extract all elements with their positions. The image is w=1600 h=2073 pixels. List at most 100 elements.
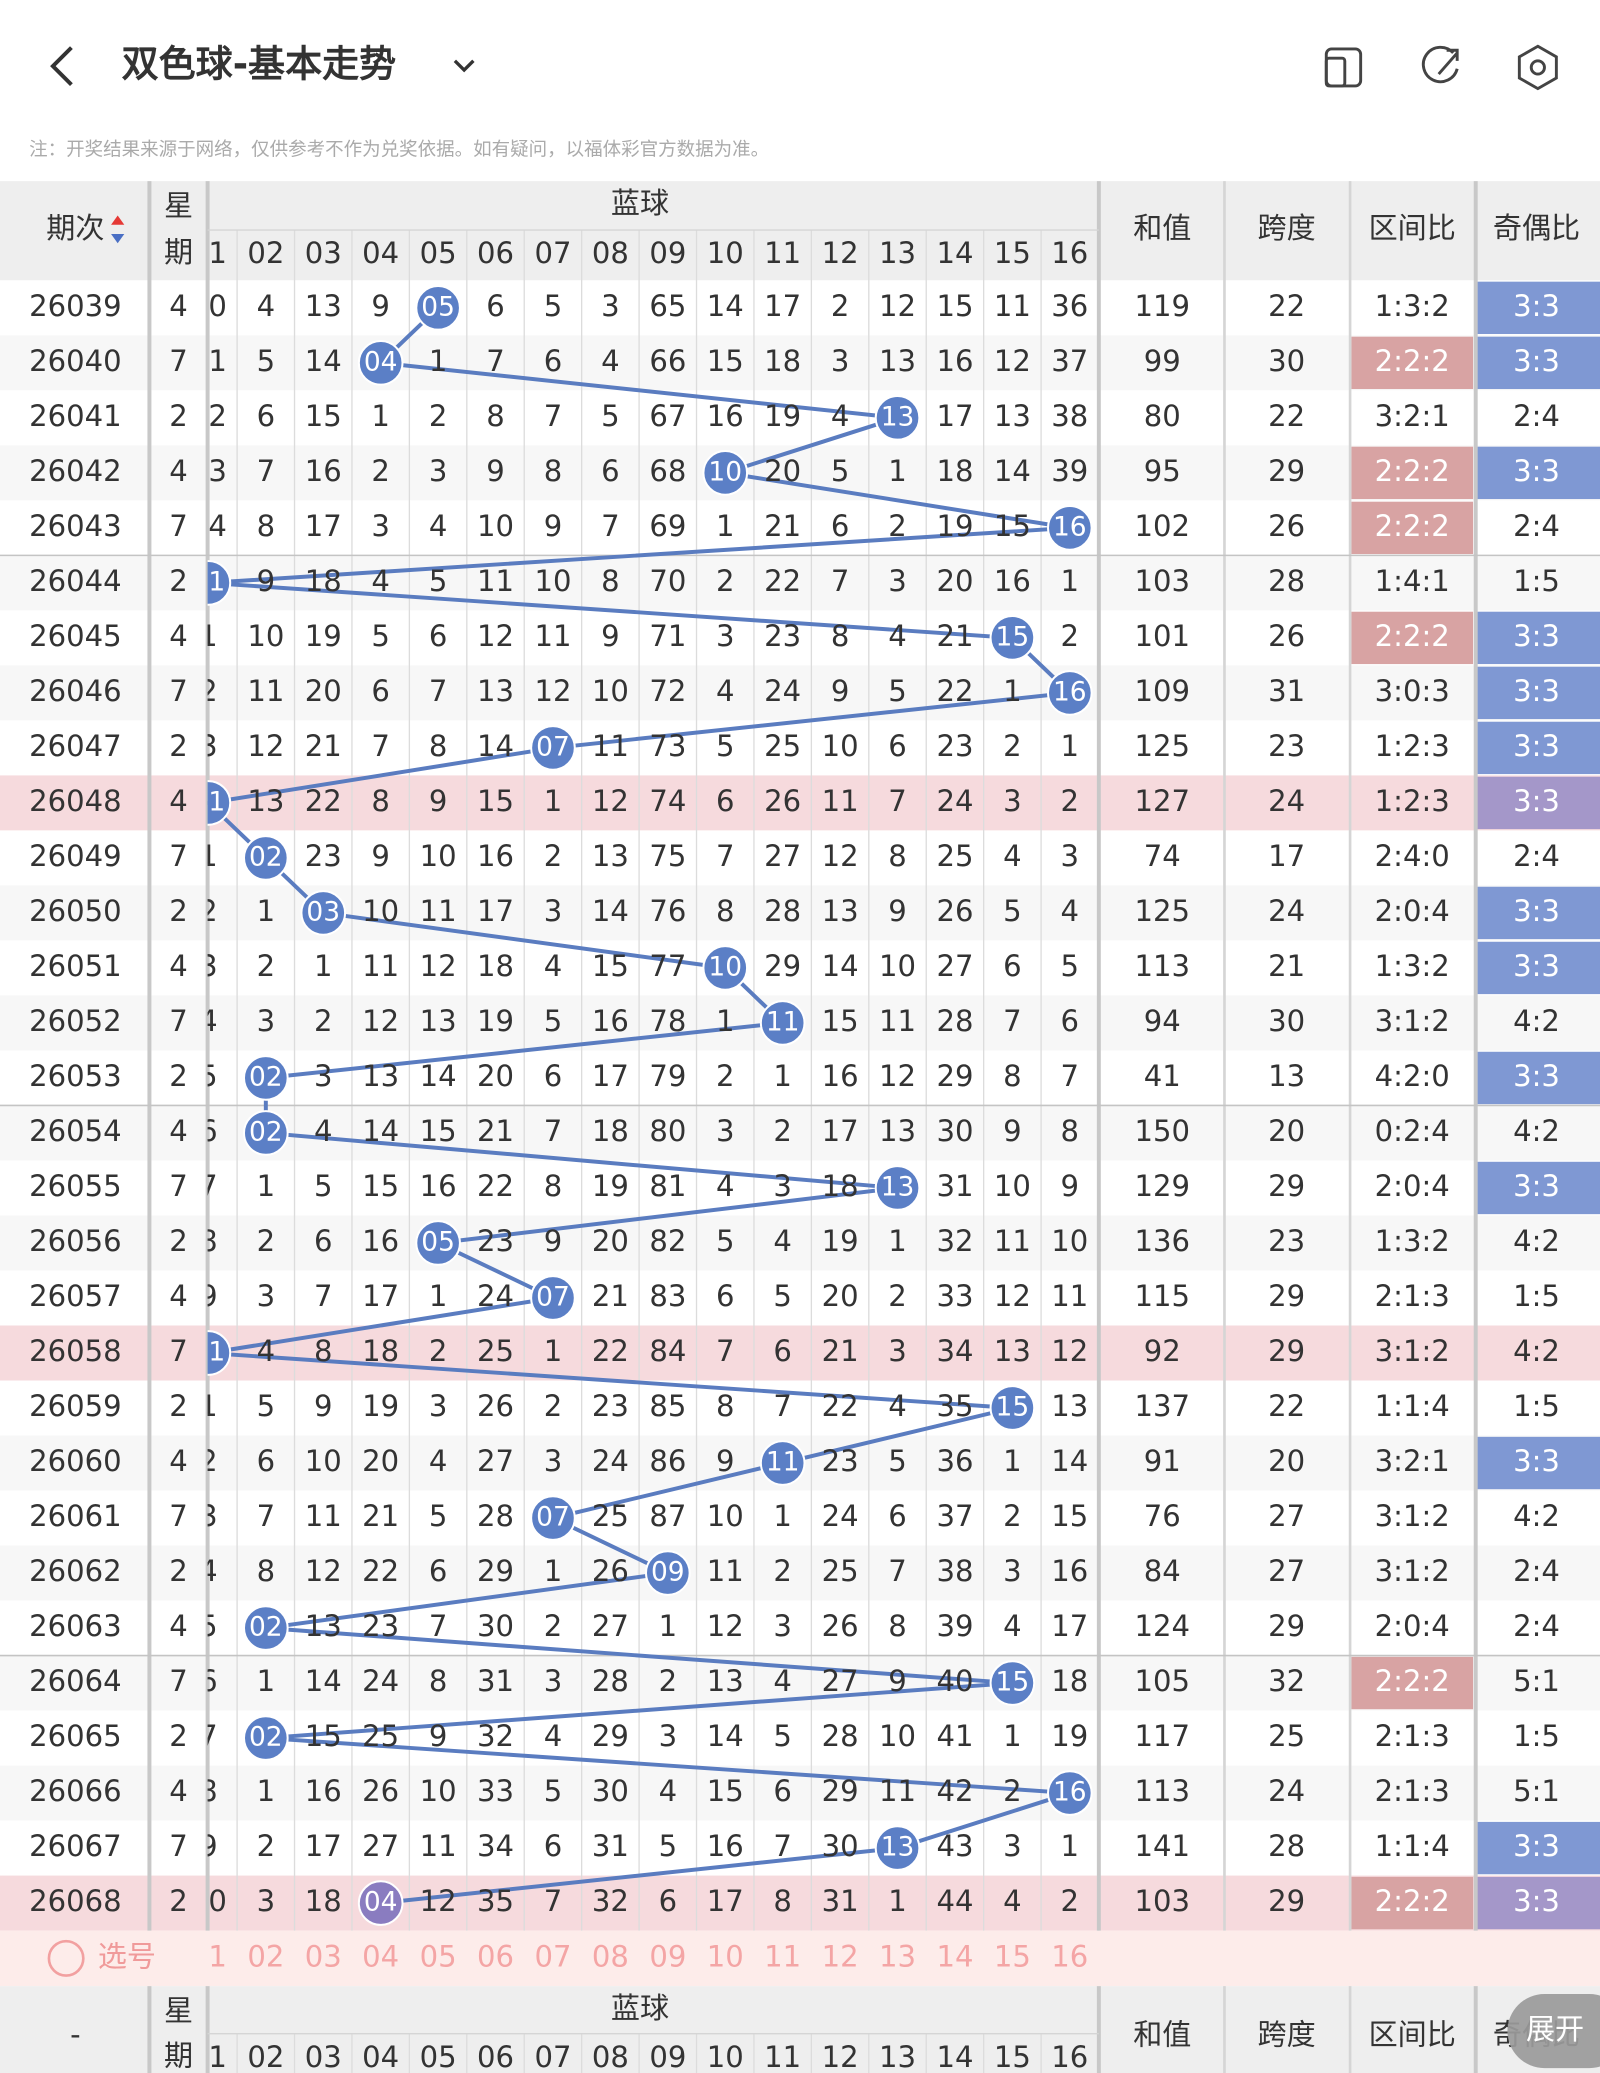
- title-dropdown[interactable]: [453, 59, 475, 73]
- zone-cell: 1:3:2: [1375, 289, 1450, 323]
- select-ball[interactable]: 14: [936, 1939, 973, 1973]
- settings-icon[interactable]: [1517, 44, 1558, 91]
- sum-cell: 137: [1135, 1389, 1191, 1423]
- select-ball[interactable]: 12: [822, 1939, 859, 1973]
- miss-count: 3: [888, 1334, 907, 1368]
- select-ball[interactable]: 06: [477, 1939, 514, 1973]
- select-ball[interactable]: 11: [764, 1939, 801, 1973]
- hit-ball-number: 05: [421, 1226, 455, 1257]
- miss-count: 29: [822, 1774, 859, 1808]
- sum-cell: 76: [1144, 1499, 1181, 1533]
- miss-count: 18: [477, 949, 514, 983]
- ball-number-header: 10: [707, 2040, 744, 2073]
- issue-cell: 26064: [29, 1664, 122, 1698]
- miss-count: 23: [822, 1444, 859, 1478]
- miss-count: 14: [477, 729, 514, 763]
- miss-count: 18: [305, 1884, 342, 1918]
- miss-count: 78: [649, 1004, 686, 1038]
- expand-button[interactable]: [1507, 1994, 1600, 2069]
- select-ball[interactable]: 15: [994, 1939, 1031, 1973]
- ball-number-header: 11: [764, 236, 801, 270]
- miss-count: 12: [477, 619, 514, 653]
- miss-count: 6: [544, 1829, 563, 1863]
- hit-ball-number: 05: [421, 291, 455, 322]
- select-ball[interactable]: 02: [247, 1939, 284, 1973]
- miss-count: 1: [429, 1279, 448, 1313]
- miss-count: 7: [1061, 1059, 1080, 1093]
- share-icon[interactable]: [1421, 45, 1459, 84]
- oe-cell: 2:4: [1513, 1609, 1560, 1643]
- miss-count: 16: [994, 564, 1031, 598]
- miss-count: 9: [1003, 1114, 1022, 1148]
- miss-count: 11: [994, 1224, 1031, 1258]
- miss-count: 3: [314, 1059, 333, 1093]
- miss-count: 1: [314, 949, 333, 983]
- select-ball[interactable]: 03: [305, 1939, 342, 1973]
- miss-count: 38: [1051, 399, 1088, 433]
- issue-cell: 26044: [29, 564, 122, 598]
- miss-count: 1: [199, 619, 218, 653]
- select-ball[interactable]: 13: [879, 1939, 916, 1973]
- miss-count: 31: [936, 1169, 973, 1203]
- back-button[interactable]: [50, 46, 73, 87]
- select-ball[interactable]: 16: [1051, 1939, 1088, 1973]
- miss-count: 1: [257, 894, 276, 928]
- miss-count: 10: [247, 619, 284, 653]
- weekday-cell: 7: [169, 509, 188, 543]
- sum-cell: 74: [1144, 839, 1181, 873]
- select-radio[interactable]: [47, 1939, 85, 1977]
- miss-count: 33: [477, 1774, 514, 1808]
- weekday-cell: 2: [169, 1719, 188, 1753]
- sum-cell: 109: [1135, 674, 1191, 708]
- miss-count: 20: [362, 1444, 399, 1478]
- miss-count: 3: [659, 1719, 678, 1753]
- weekday-cell: 2: [169, 1389, 188, 1423]
- oe-cell: 3:3: [1513, 619, 1560, 653]
- oe-cell: 3:3: [1513, 1829, 1560, 1863]
- issue-cell: 26050: [29, 894, 122, 928]
- miss-count: 13: [305, 289, 342, 323]
- select-ball[interactable]: 07: [534, 1939, 571, 1973]
- miss-count: 4: [659, 1774, 678, 1808]
- hit-ball-number: 01: [192, 786, 226, 817]
- miss-count: 6: [429, 619, 448, 653]
- oe-cell: 3:3: [1513, 674, 1560, 708]
- select-ball[interactable]: 08: [592, 1939, 629, 1973]
- miss-count: 28: [936, 1004, 973, 1038]
- miss-count: 4: [601, 344, 620, 378]
- miss-count: 2: [257, 1829, 276, 1863]
- issue-header: 期次: [46, 211, 104, 245]
- zone-cell: 2:4:0: [1375, 839, 1450, 873]
- miss-count: 17: [822, 1114, 859, 1148]
- hit-ball-number: 15: [996, 621, 1030, 652]
- select-ball[interactable]: 04: [362, 1939, 399, 1973]
- miss-count: 3: [257, 1884, 276, 1918]
- bottom-header-bg: [0, 1986, 1600, 2073]
- miss-count: 12: [1051, 1334, 1088, 1368]
- issue-cell: 26046: [29, 674, 122, 708]
- miss-count: 84: [649, 1334, 686, 1368]
- select-ball[interactable]: 10: [707, 1939, 744, 1973]
- miss-count: 16: [477, 839, 514, 873]
- miss-count: 7: [716, 839, 735, 873]
- weekday-cell: 2: [169, 564, 188, 598]
- ball-number-header: 07: [534, 236, 571, 270]
- weekday-cell: 4: [169, 949, 188, 983]
- select-ball[interactable]: 09: [649, 1939, 686, 1973]
- miss-count: 16: [420, 1169, 457, 1203]
- miss-count: 19: [1051, 1719, 1088, 1753]
- span-cell: 22: [1268, 289, 1305, 323]
- ball-number-header: 09: [649, 2040, 686, 2073]
- sum-cell: 92: [1144, 1334, 1181, 1368]
- layout-icon[interactable]: [1324, 47, 1363, 88]
- zone-cell: 1:1:4: [1375, 1829, 1450, 1863]
- miss-count: 7: [314, 1279, 333, 1313]
- miss-count: 23: [764, 619, 801, 653]
- select-ball[interactable]: 05: [420, 1939, 457, 1973]
- miss-count: 38: [936, 1554, 973, 1588]
- select-ball[interactable]: 01: [190, 1939, 227, 1973]
- miss-count: 9: [199, 1829, 218, 1863]
- issue-cell: 26056: [29, 1224, 122, 1258]
- miss-count: 12: [994, 1279, 1031, 1313]
